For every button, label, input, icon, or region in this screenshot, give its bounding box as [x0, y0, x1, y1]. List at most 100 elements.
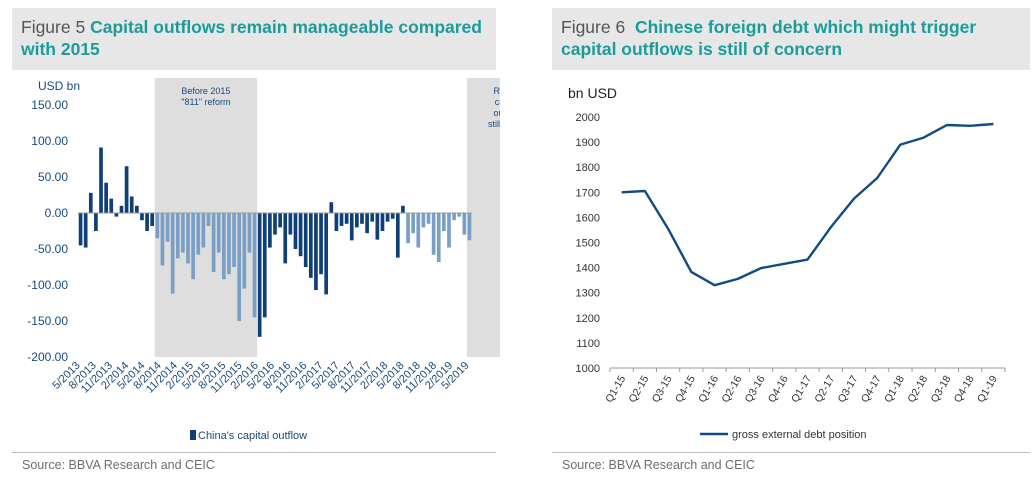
x-tick-label: Q3-18 — [929, 373, 954, 404]
bar — [406, 213, 410, 244]
y-tick-label: 1100 — [576, 338, 600, 350]
figure-6-header: Figure 6 Chinese foreign debt which migh… — [552, 8, 1030, 70]
legend-label: China's capital outflow — [198, 430, 307, 442]
x-tick-label: Q1-15 — [603, 373, 628, 404]
figure-5-header: Figure 5 Capital outflows remain managea… — [12, 8, 496, 70]
bar — [135, 205, 139, 213]
x-tick-label: Q2-17 — [812, 373, 837, 404]
x-tick-label: Q2-16 — [719, 373, 744, 404]
bar — [191, 213, 195, 280]
bar — [181, 213, 185, 253]
y-tick-label: -200.00 — [27, 350, 68, 364]
bar — [196, 213, 201, 255]
x-tick-label: Q4-17 — [859, 373, 884, 404]
bar — [442, 213, 446, 231]
x-tick-label: Q2-15 — [626, 373, 651, 404]
shade-annotation-line: "811" reform — [181, 97, 230, 107]
bar — [339, 213, 344, 226]
bar — [288, 213, 293, 235]
y-tick-label: 1300 — [576, 288, 600, 300]
bar — [129, 196, 134, 213]
figure-6-panel: Figure 6 Chinese foreign debt which migh… — [550, 0, 1034, 484]
bar — [145, 213, 149, 231]
shade-annotation-line: Before 2015 — [181, 86, 230, 96]
bar — [78, 213, 83, 246]
bar — [165, 213, 170, 242]
figure-6-label: Figure 6 — [561, 17, 626, 37]
shade-annotation-line: capital — [495, 97, 500, 107]
bar — [175, 213, 180, 259]
bar — [447, 213, 451, 248]
bar — [211, 213, 216, 273]
y-tick-label: -150.00 — [27, 314, 68, 328]
bar — [298, 213, 303, 257]
bar — [431, 213, 436, 255]
bar — [216, 213, 221, 253]
x-tick-label: Q1-18 — [882, 373, 907, 404]
shade-annotation-line: outflow — [494, 108, 500, 118]
bar — [319, 213, 323, 275]
x-tick-label: Q3-15 — [650, 373, 675, 404]
bar — [452, 213, 456, 221]
figure-6-title: Figure 6 Chinese foreign debt which migh… — [561, 16, 1022, 60]
bar — [119, 205, 124, 213]
bar — [344, 213, 349, 224]
bar — [293, 213, 298, 249]
x-tick-label: Q1-19 — [975, 373, 1000, 404]
y-tick-label: 50.00 — [38, 170, 68, 184]
legend-swatch — [190, 430, 196, 440]
y-tick-label: 1200 — [576, 313, 600, 325]
external-debt-line-chart: bn USD 2000 1900 1800 1700 1600 1500 1400 1300 12… — [568, 85, 1006, 441]
bar — [395, 213, 400, 258]
y-tick-label: 1500 — [576, 238, 600, 250]
bar — [88, 192, 93, 213]
figure-5-source: Source: BBVA Research and CEIC — [22, 458, 215, 472]
bar — [247, 213, 252, 253]
y-tick-label: 100.00 — [31, 134, 68, 148]
bar — [314, 213, 318, 291]
y-axis-title: bn USD — [568, 85, 617, 101]
bar — [370, 213, 375, 222]
bar — [426, 213, 431, 224]
bar — [375, 213, 380, 240]
figure-5-title-text: Capital outflows remain manageable compa… — [21, 17, 482, 59]
bar — [349, 213, 354, 241]
y-tick-label: 150.00 — [31, 98, 68, 112]
series-line-gross-external-debt — [621, 122, 994, 287]
bar — [221, 213, 226, 280]
bar — [411, 213, 415, 234]
bar — [268, 213, 272, 248]
bar — [401, 205, 405, 213]
y-tick-label: 0.00 — [45, 206, 69, 220]
bar — [360, 213, 364, 224]
bar — [308, 213, 313, 278]
y-tick-label: -100.00 — [27, 278, 68, 292]
bar — [206, 213, 211, 226]
bar — [252, 213, 257, 318]
bar — [237, 213, 242, 321]
legend-label: gross external debt position — [732, 429, 867, 441]
bar — [273, 213, 277, 235]
bar — [99, 147, 103, 213]
x-tick-label: Q1-16 — [696, 373, 721, 404]
y-tick-label: 1900 — [576, 137, 600, 149]
bar — [380, 213, 385, 231]
bar — [140, 213, 144, 221]
bar — [303, 213, 308, 267]
y-tick-label: 1700 — [576, 187, 600, 199]
x-tick-label: Q4-16 — [766, 373, 791, 404]
shaded-period-2 — [466, 78, 500, 357]
bar — [186, 213, 190, 264]
x-tick-label: Q1-17 — [789, 373, 814, 404]
bar — [390, 213, 395, 219]
bar — [355, 213, 359, 228]
y-axis-title: USD bn — [38, 79, 80, 93]
x-tick-label: Q2-18 — [905, 373, 930, 404]
y-tick-label: -50.00 — [34, 242, 68, 256]
bar — [94, 213, 98, 231]
bar — [436, 213, 441, 262]
figure-5-divider — [12, 452, 496, 453]
bar — [385, 213, 390, 222]
bar — [201, 213, 206, 248]
x-tick-label: Q4-18 — [952, 373, 977, 404]
